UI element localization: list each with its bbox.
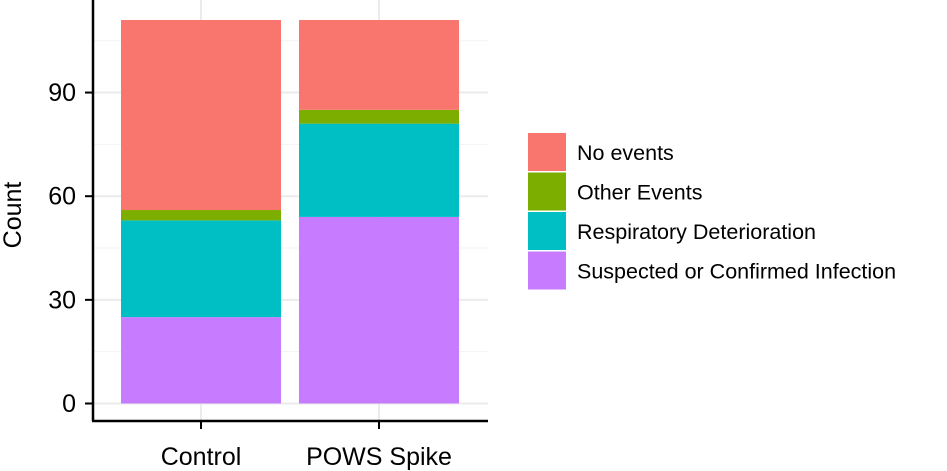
axes (91, 0, 488, 423)
bar-segment (299, 19, 459, 110)
legend-swatch (528, 251, 566, 290)
y-tick-label: 30 (48, 286, 76, 314)
bar-segment (299, 123, 459, 217)
bar-segment (121, 210, 281, 221)
x-tick-label: POWS Spike (306, 443, 452, 471)
legend-label: No events (577, 141, 674, 165)
legend-label: Other Events (577, 181, 702, 205)
legend-label: Respiratory Deterioration (577, 220, 816, 244)
bar-segment (121, 19, 281, 211)
bars (121, 19, 459, 404)
legend-swatch (528, 172, 566, 211)
y-tick-label: 60 (48, 183, 76, 211)
bar-segment (299, 216, 459, 404)
legend-label: Suspected or Confirmed Infection (577, 260, 896, 284)
bar-segment (121, 317, 281, 404)
legend-swatch (528, 212, 566, 250)
x-tick-label: Control (161, 443, 242, 471)
y-tick-label: 0 (62, 390, 76, 418)
legend-swatch (528, 133, 566, 171)
y-axis-label: Count (0, 182, 27, 249)
y-tick-label: 90 (48, 79, 76, 107)
x-ticks: Control POWS Spike (161, 421, 452, 471)
bar-segment (121, 220, 281, 318)
bar-segment (299, 109, 459, 124)
y-ticks: 0 30 60 90 (48, 79, 93, 418)
legend: No events Other Events Respiratory Deterio… (528, 133, 896, 290)
